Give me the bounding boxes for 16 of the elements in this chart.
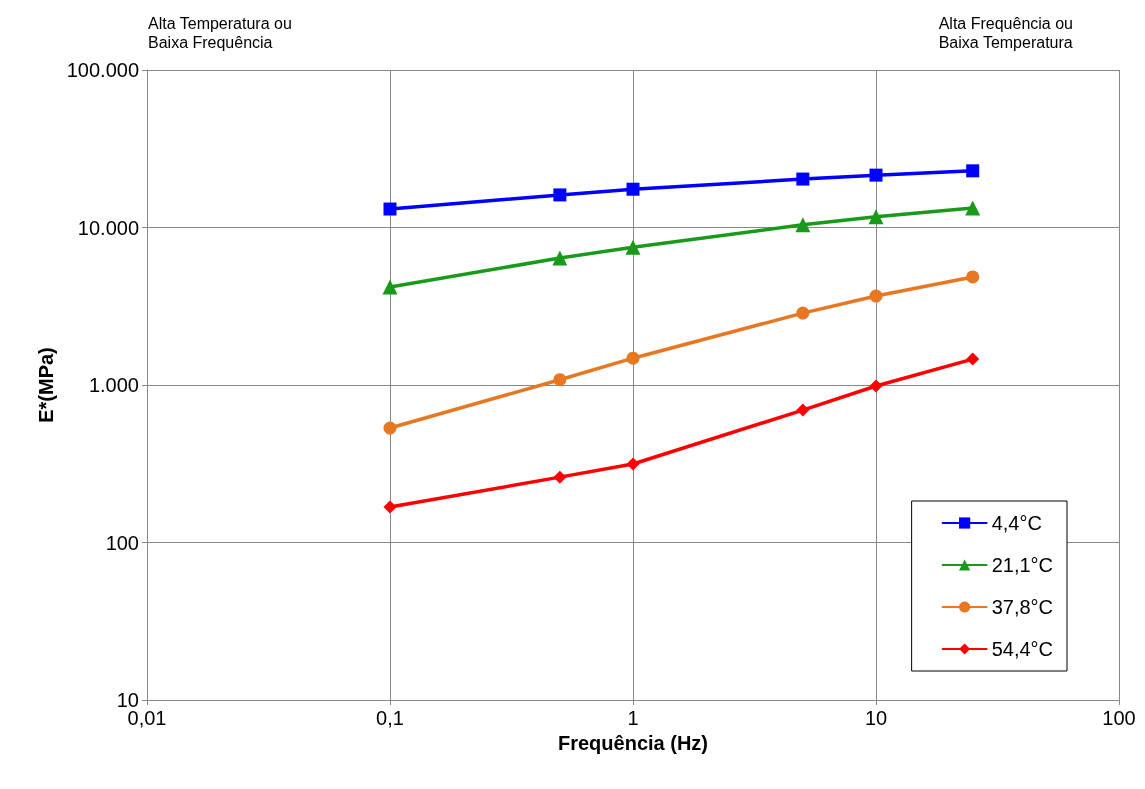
y-tick-label: 100: [105, 531, 139, 554]
y-axis-title: E*(MPa): [34, 347, 57, 423]
legend-label: 4,4°C: [991, 512, 1042, 534]
y-tick-label: 100.000: [66, 59, 139, 81]
y-tick-label: 10.000: [77, 216, 139, 239]
x-tick-label: 1: [627, 707, 639, 729]
text: Alta Frequência ou Baixa Temperatura: [938, 15, 1074, 51]
x-tick-label: 0,1: [376, 707, 404, 729]
x-tick-label: 100: [1102, 707, 1136, 729]
x-tick-label: 10: [864, 707, 888, 729]
text: Alta Temperatura ou Baixa Frequência: [148, 15, 292, 51]
y-tick-label: 1.000: [88, 374, 139, 396]
x-axis-title: Frequência (Hz): [557, 731, 709, 754]
legend-label: 54,4°C: [991, 638, 1054, 660]
legend-label: 37,8°C: [991, 596, 1054, 618]
legend-label: 21,1°C: [991, 554, 1054, 576]
